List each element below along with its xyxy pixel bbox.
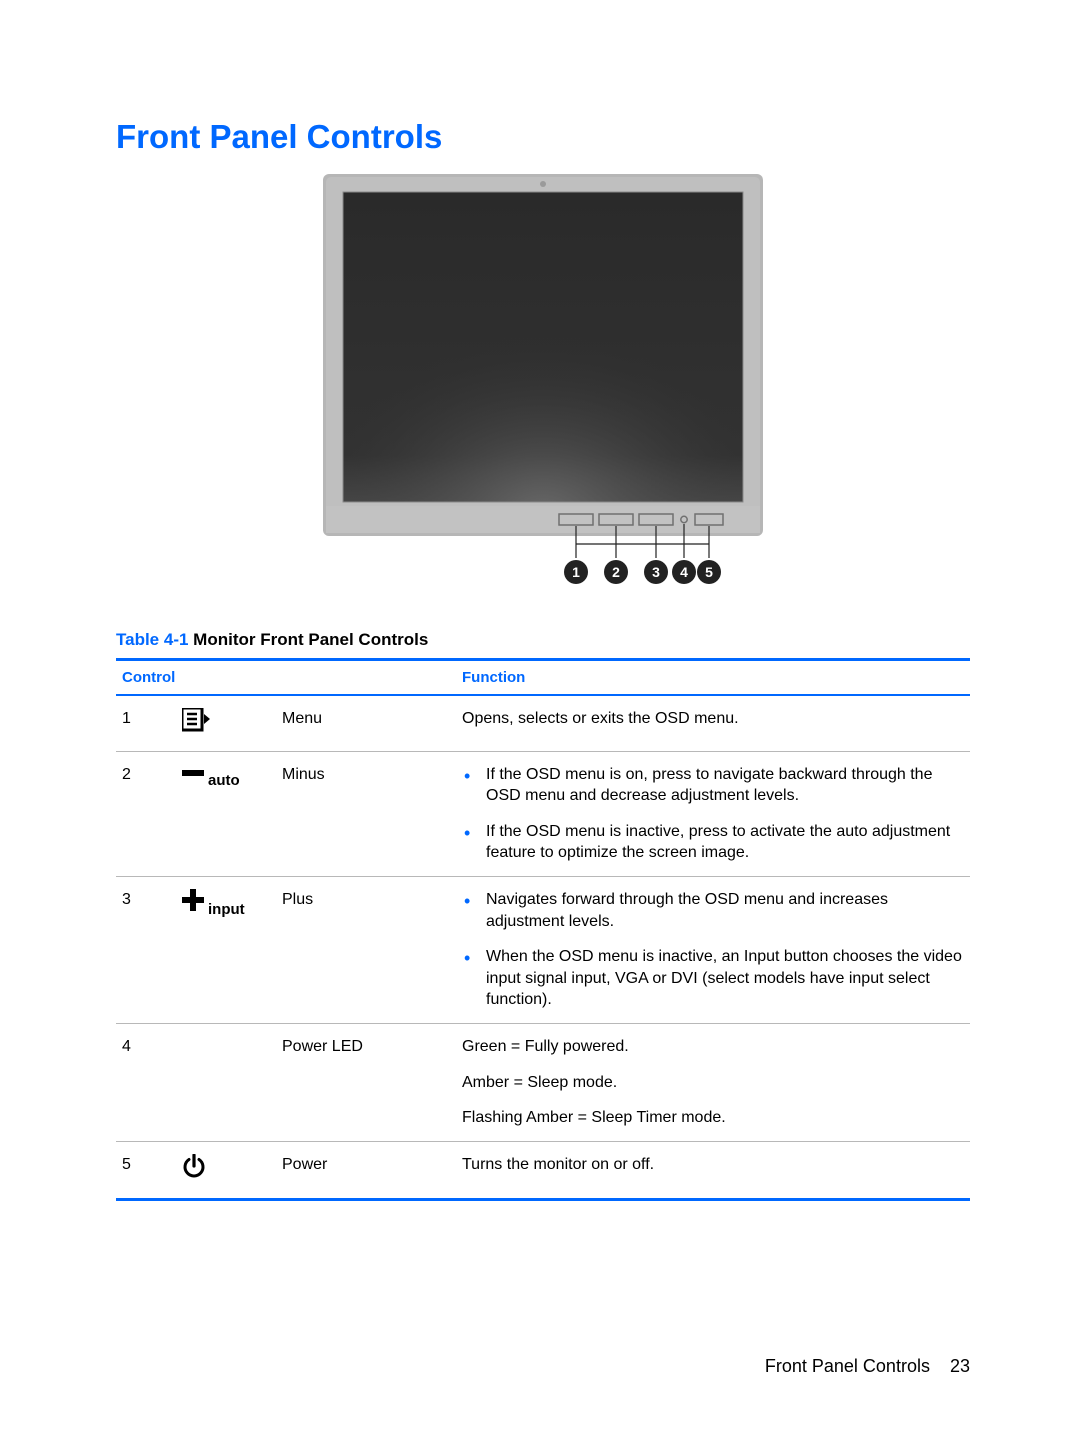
- control-name: Menu: [276, 695, 456, 751]
- function-bullet: If the OSD menu is inactive, press to ac…: [486, 821, 964, 864]
- table-row: 1 MenuOpens, selects or exits the OSD me…: [116, 695, 970, 751]
- control-name: Power LED: [276, 1023, 456, 1141]
- menu-icon: [176, 695, 276, 751]
- function-bullet: When the OSD menu is inactive, an Input …: [486, 946, 964, 1011]
- table-caption: Table 4-1 Monitor Front Panel Controls: [116, 630, 970, 650]
- monitor-illustration: 1 2 3 4 5: [323, 174, 763, 604]
- control-function: If the OSD menu is on, press to navigate…: [456, 751, 970, 876]
- table-caption-title: Monitor Front Panel Controls: [188, 630, 428, 649]
- callout-4: 4: [680, 564, 688, 580]
- table-header-function: Function: [456, 660, 970, 696]
- plus-icon: input: [176, 876, 276, 1023]
- control-function: Turns the monitor on or off.: [456, 1141, 970, 1200]
- page-footer: Front Panel Controls 23: [765, 1356, 970, 1377]
- footer-page-number: 23: [950, 1356, 970, 1376]
- function-line: Green = Fully powered.: [462, 1036, 964, 1058]
- control-function: Navigates forward through the OSD menu a…: [456, 876, 970, 1023]
- function-bullet: Navigates forward through the OSD menu a…: [486, 889, 964, 932]
- callout-1: 1: [572, 564, 580, 580]
- footer-section-title: Front Panel Controls: [765, 1356, 930, 1376]
- table-row: 5 PowerTurns the monitor on or off.: [116, 1141, 970, 1200]
- callout-3: 3: [652, 564, 660, 580]
- callout-2: 2: [612, 564, 620, 580]
- control-number: 4: [116, 1023, 176, 1141]
- control-name: Plus: [276, 876, 456, 1023]
- callout-5: 5: [705, 564, 713, 580]
- control-number: 5: [116, 1141, 176, 1200]
- control-function: Opens, selects or exits the OSD menu.: [456, 695, 970, 751]
- control-function: Green = Fully powered. Amber = Sleep mode…: [456, 1023, 970, 1141]
- control-name: Minus: [276, 751, 456, 876]
- table-row: 3 inputPlus Navigates forward through the…: [116, 876, 970, 1023]
- function-bullet: If the OSD menu is on, press to navigate…: [486, 764, 964, 807]
- controls-table: Control Function 1 MenuOpens, selects or…: [116, 658, 970, 1201]
- power-icon: [176, 1141, 276, 1200]
- monitor-figure: 1 2 3 4 5: [116, 174, 970, 604]
- page-heading: Front Panel Controls: [116, 118, 970, 156]
- control-number: 3: [116, 876, 176, 1023]
- table-caption-number: Table 4-1: [116, 630, 188, 649]
- table-row: 4 Power LED Green = Fully powered. Amber = …: [116, 1023, 970, 1141]
- table-header-control: Control: [116, 660, 456, 696]
- table-row: 2 autoMinus If the OSD menu is on, press …: [116, 751, 970, 876]
- minus-icon: auto: [176, 751, 276, 876]
- control-name: Power: [276, 1141, 456, 1200]
- function-line: Flashing Amber = Sleep Timer mode.: [462, 1107, 964, 1129]
- control-number: 2: [116, 751, 176, 876]
- control-number: 1: [116, 695, 176, 751]
- function-line: Amber = Sleep mode.: [462, 1072, 964, 1094]
- no-icon: [176, 1023, 276, 1141]
